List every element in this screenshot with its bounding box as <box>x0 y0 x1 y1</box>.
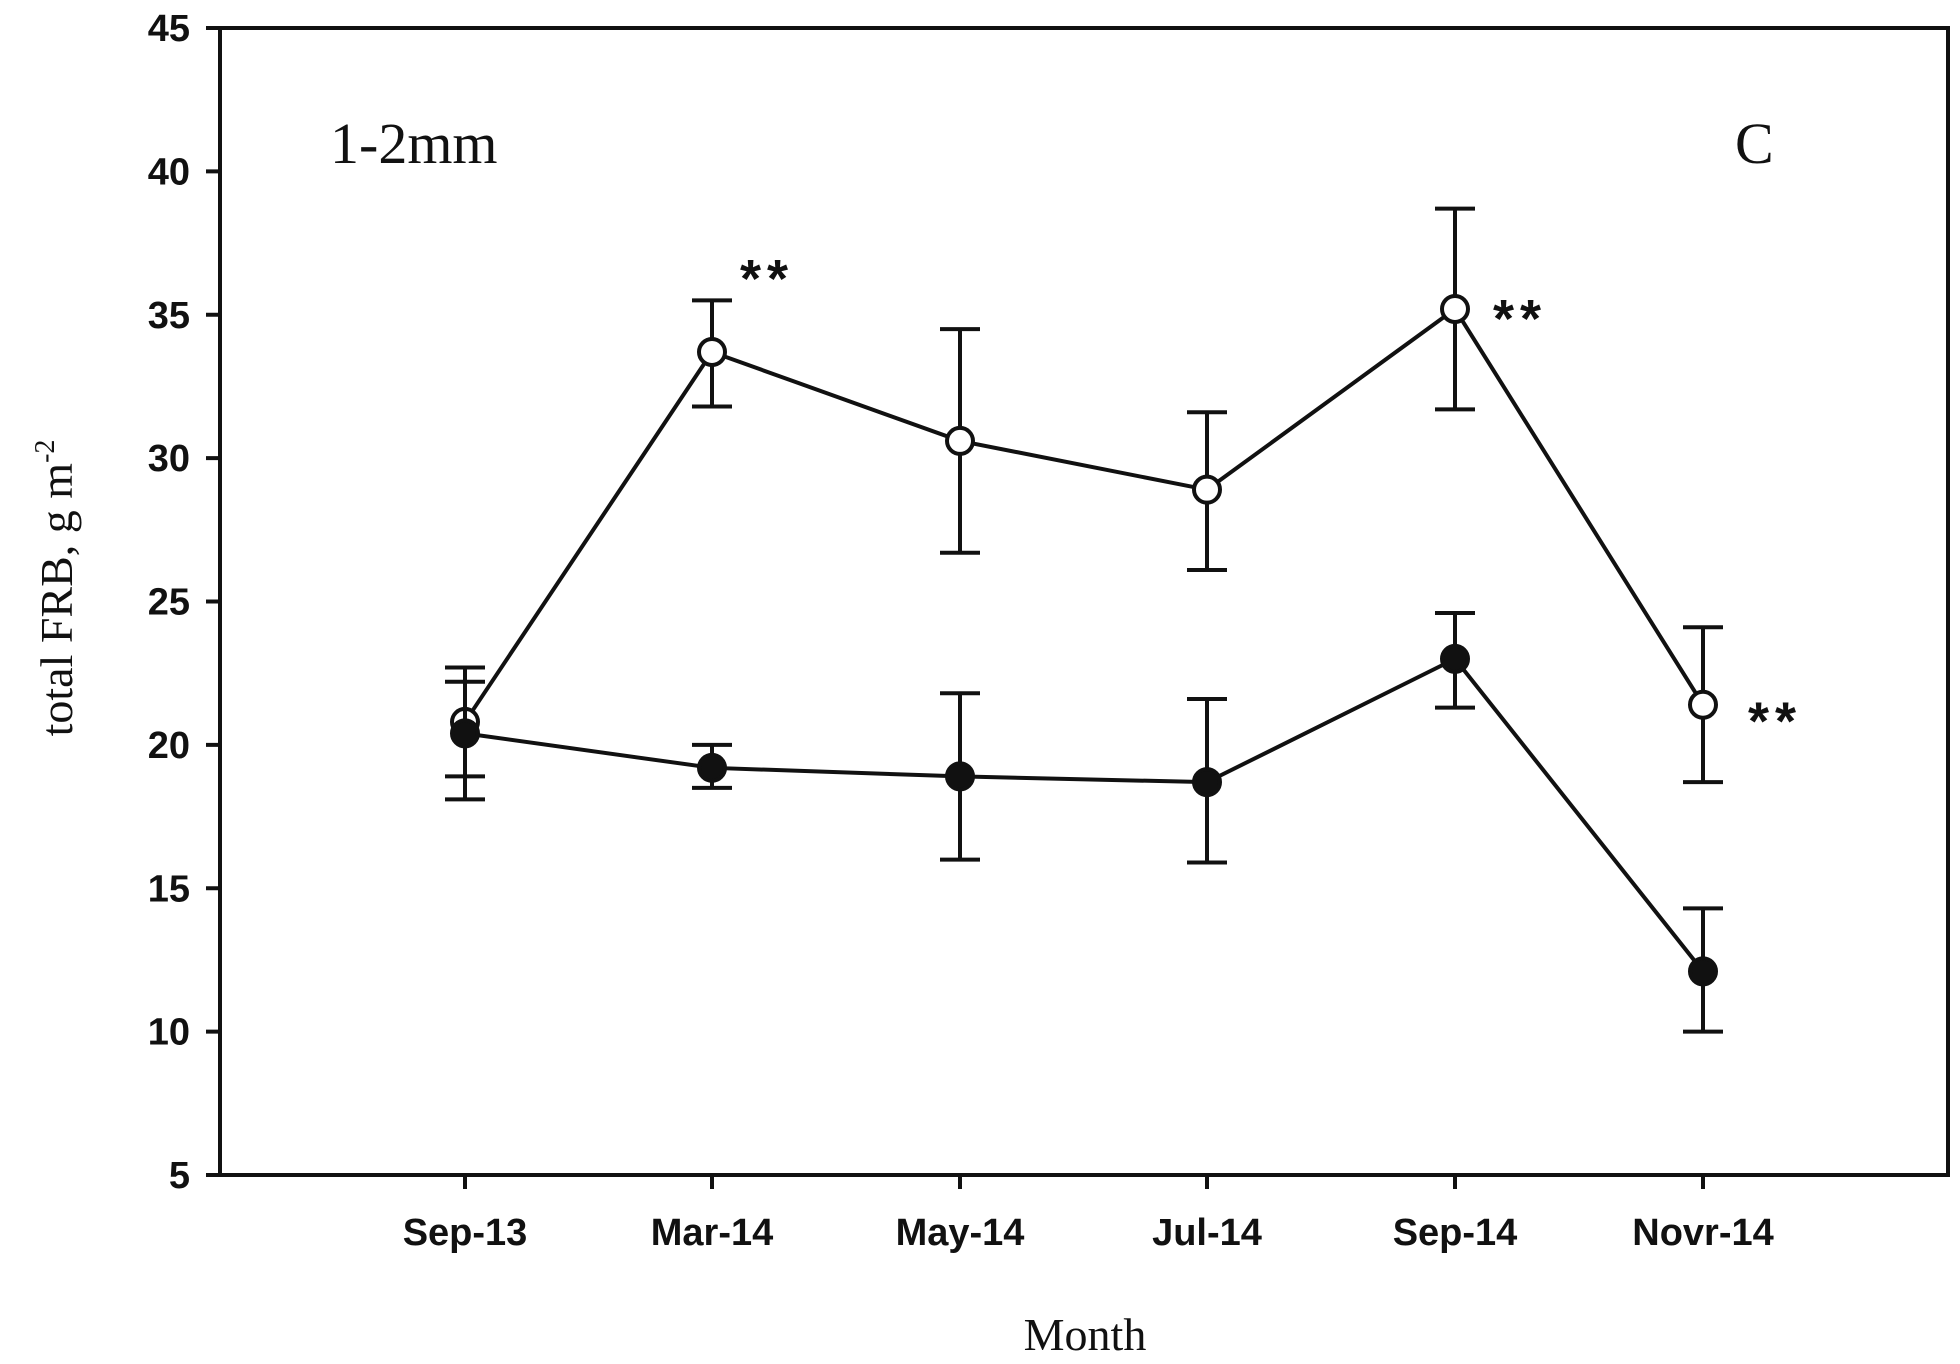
y-axis-title-main: total FRB, g m <box>31 463 82 737</box>
significance-mark-2: ** <box>1493 289 1547 349</box>
series-2-point-4 <box>1192 767 1222 798</box>
y-tick-label-15: 15 <box>148 868 190 910</box>
series-2-point-1 <box>450 718 480 749</box>
y-tick-label-10: 10 <box>148 1012 190 1054</box>
series-1-point-2 <box>697 337 727 368</box>
panel-size-label: 1-2mm <box>330 111 498 176</box>
y-tick-label-5: 5 <box>169 1155 190 1197</box>
y-axis: 5 10 15 20 25 30 35 40 45 <box>148 8 220 1197</box>
series-2-point-6 <box>1688 956 1718 987</box>
series-2-point-2 <box>697 752 727 783</box>
panel-letter-label: C <box>1735 111 1774 176</box>
x-tick-label-3: May-14 <box>896 1212 1025 1254</box>
y-tick-label-20: 20 <box>148 725 190 767</box>
series-2-point-3 <box>945 761 975 792</box>
y-tick-label-40: 40 <box>148 151 190 193</box>
series-2 <box>445 610 1723 1034</box>
x-tick-label-1: Sep-13 <box>403 1212 528 1254</box>
series-2-point-5 <box>1440 643 1470 674</box>
y-axis-title: total FRB, g m-2 <box>30 440 82 737</box>
y-tick-label-45: 45 <box>148 8 190 50</box>
y-tick-label-35: 35 <box>148 295 190 337</box>
series-1-point-4 <box>1192 474 1222 505</box>
series-layer <box>445 206 1723 1034</box>
significance-mark-3: ** <box>1748 692 1802 752</box>
y-tick-label-30: 30 <box>148 438 190 480</box>
x-tick-label-4: Jul-14 <box>1152 1212 1262 1254</box>
series-1-line <box>463 306 1705 724</box>
x-axis: Sep-13 Mar-14 May-14 Jul-14 Sep-14 Novr-14 <box>403 1175 1774 1254</box>
significance-mark-1: ** <box>740 249 794 309</box>
series-2-line <box>464 656 1705 973</box>
x-tick-label-5: Sep-14 <box>1393 1212 1518 1254</box>
x-tick-label-6: Novr-14 <box>1632 1212 1774 1254</box>
plot-border <box>218 26 1950 1177</box>
y-axis-title-superscript: -2 <box>30 440 61 463</box>
plot-frame <box>218 26 1950 1177</box>
y-tick-label-25: 25 <box>148 582 190 624</box>
series-1-point-5 <box>1440 294 1470 325</box>
series-1-point-6 <box>1688 689 1718 720</box>
series-1-point-3 <box>945 425 975 456</box>
x-tick-label-2: Mar-14 <box>651 1212 774 1254</box>
annotation-layer: ** ** ** <box>740 249 1802 752</box>
series-1 <box>445 206 1723 785</box>
x-axis-title: Month <box>1024 1309 1147 1360</box>
